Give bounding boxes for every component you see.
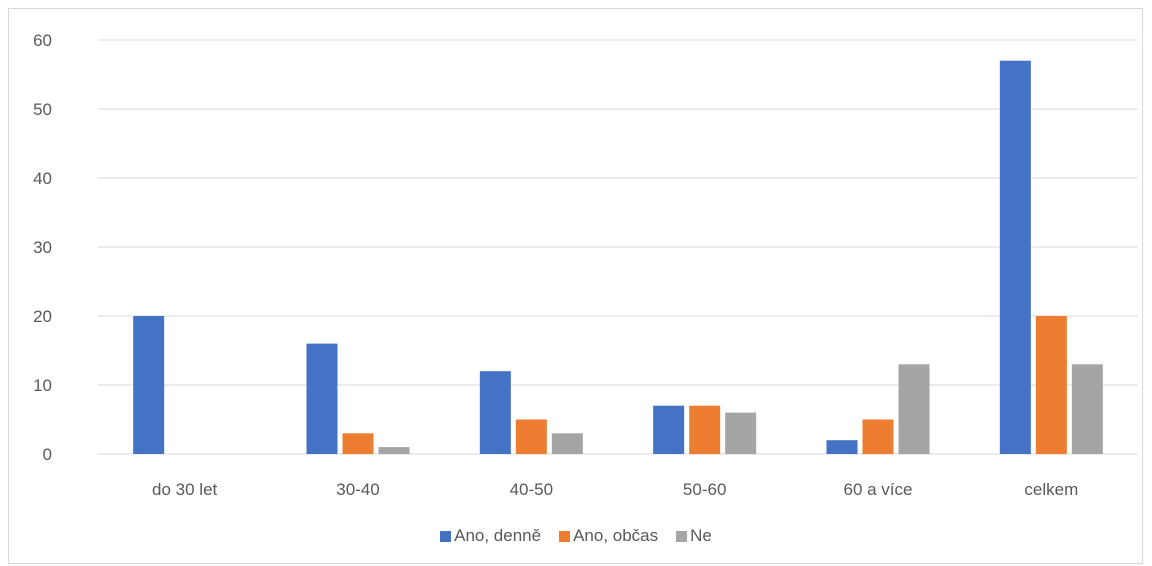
x-category-label: celkem: [1024, 480, 1078, 499]
chart-frame: [8, 8, 1143, 564]
legend-item: Ano, občas: [559, 526, 658, 546]
y-tick-label: 10: [33, 376, 52, 395]
bar-ano-denn--2: [479, 371, 511, 454]
bar-ne-5: [1071, 364, 1103, 454]
x-category-label: 40-50: [510, 480, 553, 499]
y-axis-ticks: 0 10 20 30 40 50 60: [33, 31, 52, 464]
legend-label: Ano, občas: [573, 526, 659, 545]
bar-ano-ob-as-3: [689, 405, 721, 454]
bar-ano-denn--1: [306, 343, 338, 454]
legend-item: Ne: [676, 526, 712, 546]
x-category-label: 30-40: [336, 480, 379, 499]
bar-ne-4: [898, 364, 930, 454]
bar-ne-2: [551, 433, 583, 454]
x-axis-categories: do 30 let 30-40 40-50 50-60 60 a více celkem: [152, 480, 1078, 499]
y-tick-label: 50: [33, 100, 52, 119]
y-tick-label: 60: [33, 31, 52, 50]
bar-ano-ob-as-5: [1035, 316, 1067, 454]
y-tick-label: 30: [33, 238, 52, 257]
legend-swatch: [440, 530, 452, 542]
bar-ne-1: [378, 447, 410, 454]
legend-label: Ne: [690, 526, 712, 545]
legend-swatch: [676, 530, 688, 542]
y-tick-label: 0: [43, 445, 52, 464]
bar-ano-ob-as-2: [515, 419, 547, 454]
legend-item: Ano, denně: [440, 526, 541, 546]
y-tick-label: 20: [33, 307, 52, 326]
x-category-label: 50-60: [683, 480, 726, 499]
bars: [133, 60, 1103, 454]
bar-ano-denn--0: [133, 316, 165, 454]
gridlines: [98, 39, 1138, 455]
legend-swatch: [559, 530, 571, 542]
bar-ne-3: [725, 412, 757, 454]
y-tick-label: 40: [33, 169, 52, 188]
legend-label: Ano, denně: [454, 526, 542, 545]
bar-ano-denn--5: [999, 60, 1031, 454]
bar-ano-ob-as-1: [342, 433, 374, 454]
x-category-label: 60 a více: [844, 480, 913, 499]
bar-ano-ob-as-4: [862, 419, 894, 454]
bar-ano-denn--3: [653, 405, 685, 454]
x-category-label: do 30 let: [152, 480, 217, 499]
bar-ano-denn--4: [826, 440, 858, 454]
bar-chart: 0 10 20 30 40 50 60 do 30 let 30-40 40-50 50-60 60…: [33, 31, 1138, 499]
legend: Ano, denně Ano, občas Ne: [0, 526, 1152, 546]
